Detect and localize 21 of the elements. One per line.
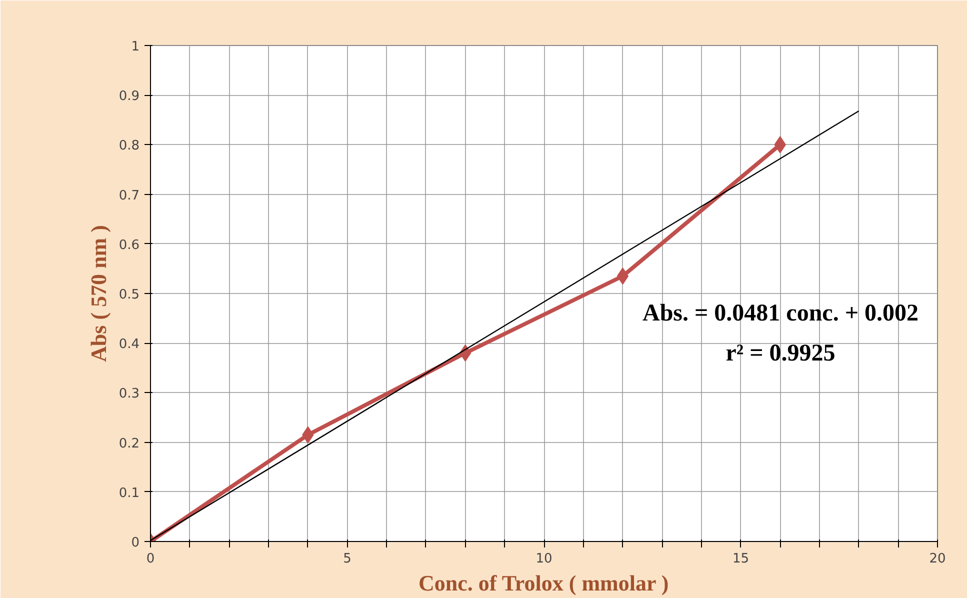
y-tick-label: 0.2 bbox=[118, 436, 140, 452]
y-tick-label: 0.6 bbox=[118, 238, 140, 253]
y-tick-label: 0.5 bbox=[118, 288, 140, 302]
y-tick-label: 0.3 bbox=[118, 386, 140, 402]
y-tick-label: 0 bbox=[131, 536, 140, 550]
x-tick-label: 15 bbox=[732, 552, 750, 566]
point bbox=[616, 268, 629, 285]
y-tick-label: 1 bbox=[131, 40, 140, 54]
x-tick-label: 0 bbox=[146, 552, 155, 566]
annotation: Abs. = 0.0481 conc. + 0.002 bbox=[642, 300, 919, 326]
y-tick-label: 0.1 bbox=[118, 486, 140, 501]
annotation: r² = 0.9925 bbox=[726, 340, 836, 366]
y-tick-label: 0.7 bbox=[118, 188, 140, 204]
y-tick-label: 0.8 bbox=[118, 138, 140, 154]
x-tick-label: 10 bbox=[536, 552, 552, 566]
x-tick-label: 5 bbox=[343, 552, 352, 566]
y-tick-label: 0.9 bbox=[118, 89, 140, 104]
x-tick-label: 20 bbox=[929, 552, 946, 566]
y-tick-label: 0.4 bbox=[118, 337, 140, 352]
x-axis-title: Conc. of Trolox ( mmolar ) bbox=[418, 570, 669, 596]
y-axis-title: Abs ( 570 nm ) bbox=[86, 225, 111, 362]
